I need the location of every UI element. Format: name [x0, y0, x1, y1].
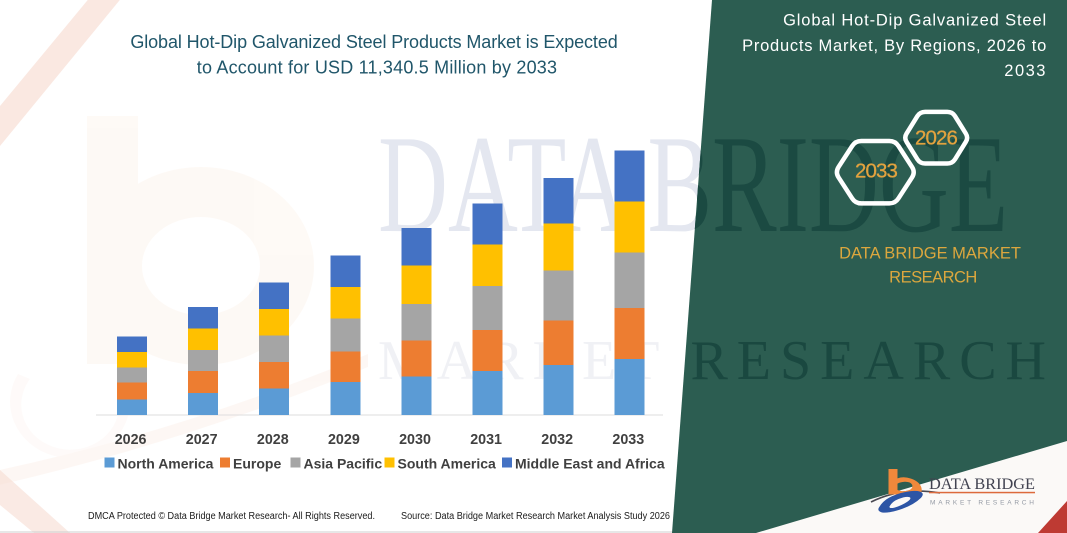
svg-text:Asia Pacific: Asia Pacific — [304, 456, 383, 472]
svg-text:Europe: Europe — [233, 456, 281, 472]
svg-text:Global Hot-Dip Galvanized Stee: Global Hot-Dip Galvanized Steel — [783, 12, 1047, 30]
svg-text:2033: 2033 — [1004, 62, 1047, 80]
svg-text:2026: 2026 — [915, 126, 958, 149]
svg-text:2029: 2029 — [328, 432, 360, 448]
svg-text:to Account for USD 11,340.5 Mi: to Account for USD 11,340.5 Million by 2… — [197, 58, 557, 78]
svg-text:2032: 2032 — [541, 432, 573, 448]
svg-text:Source: Data Bridge Market Res: Source: Data Bridge Market Research Mark… — [401, 511, 670, 522]
svg-text:2028: 2028 — [257, 432, 289, 448]
svg-text:DMCA Protected © Data Bridge M: DMCA Protected © Data Bridge Market Rese… — [88, 511, 375, 522]
svg-text:2033: 2033 — [612, 432, 644, 448]
svg-text:Products Market, By Regions, 2: Products Market, By Regions, 2026 to — [742, 37, 1047, 55]
svg-text:2027: 2027 — [186, 432, 218, 448]
svg-text:Middle East and Africa: Middle East and Africa — [515, 456, 665, 472]
svg-text:DATA BRIDGE: DATA BRIDGE — [929, 476, 1035, 493]
svg-text:2031: 2031 — [470, 432, 502, 448]
svg-text:Global Hot-Dip Galvanized Stee: Global Hot-Dip Galvanized Steel Products… — [130, 32, 617, 52]
svg-text:2033: 2033 — [855, 160, 898, 183]
svg-text:North America: North America — [118, 456, 214, 472]
svg-text:MARKET RESEARCH: MARKET RESEARCH — [930, 500, 1034, 507]
svg-text:2030: 2030 — [399, 432, 431, 448]
svg-text:South America: South America — [398, 456, 496, 472]
svg-text:RESEARCH: RESEARCH — [889, 269, 977, 287]
svg-text:DATA BRIDGE: DATA BRIDGE — [378, 107, 1008, 262]
svg-text:2026: 2026 — [115, 432, 147, 448]
svg-text:DATA BRIDGE MARKET: DATA BRIDGE MARKET — [839, 245, 1021, 263]
